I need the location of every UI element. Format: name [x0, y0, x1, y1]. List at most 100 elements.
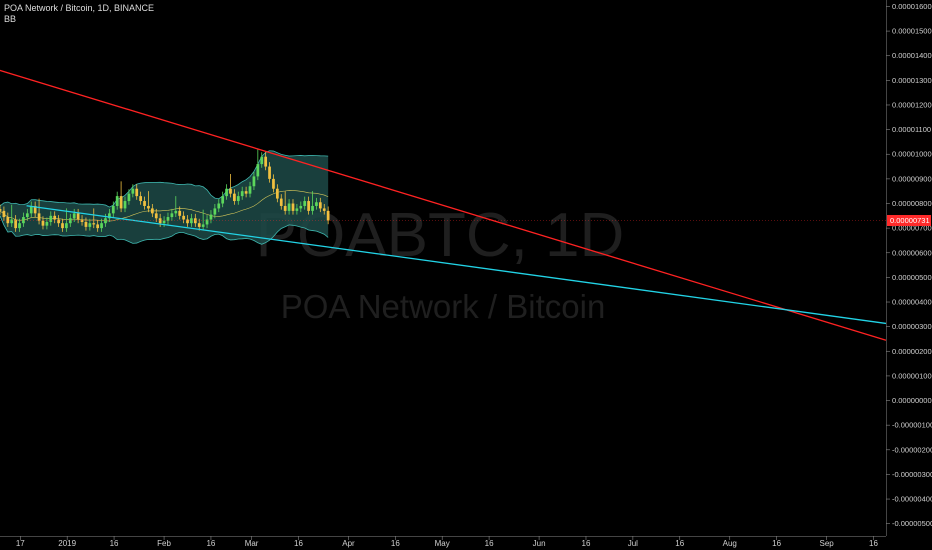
candle-body	[72, 213, 76, 219]
candle-body	[287, 203, 291, 211]
candle-body	[205, 219, 209, 225]
x-tick-label: 16	[391, 539, 400, 548]
price-axis-border	[886, 0, 887, 536]
x-tick-label: Jun	[533, 539, 546, 548]
candle-body	[295, 208, 299, 211]
candle-body	[197, 223, 201, 227]
y-tick-label: 0.00001200	[892, 100, 932, 109]
candle-body	[41, 220, 45, 226]
candle-body	[275, 188, 279, 199]
candle-body	[29, 205, 33, 214]
y-tick-label: -0.00000200	[892, 445, 932, 454]
y-tick-label: 0.00001000	[892, 150, 932, 159]
candle-body	[225, 188, 228, 197]
indicator-label[interactable]: BB	[4, 14, 17, 24]
candle-body	[76, 213, 80, 220]
y-tick-label: 0.00000400	[892, 298, 932, 307]
candle-body	[88, 223, 92, 227]
x-tick-label: 16	[485, 539, 494, 548]
y-tick-label: 0.00000500	[892, 273, 932, 282]
x-tick-label: Jul	[628, 539, 638, 548]
time-axis-border	[0, 536, 886, 537]
candle-body	[221, 196, 225, 204]
symbol-title[interactable]: POA Network / Bitcoin, 1D, BINANCE	[4, 3, 155, 13]
candle-body	[299, 205, 303, 209]
candle-body	[315, 202, 318, 206]
candle-body	[229, 188, 232, 194]
x-tick-label: Mar	[245, 539, 259, 548]
bb-lower-line	[0, 215, 329, 245]
candle-body	[61, 223, 64, 229]
candle-body	[139, 196, 143, 202]
y-tick-label: -0.00000500	[892, 519, 932, 528]
x-tick-label: May	[435, 539, 450, 548]
last-price-value: 0.00000731	[890, 216, 930, 225]
candle-body	[150, 208, 154, 214]
x-tick-label: 17	[16, 539, 25, 548]
candle-body	[123, 201, 127, 209]
bb-upper-line	[0, 150, 329, 208]
candle-body	[256, 164, 260, 177]
candle-body	[318, 202, 322, 209]
x-tick-label: 16	[110, 539, 119, 548]
candle-body	[57, 219, 60, 224]
x-tick-label: Aug	[723, 539, 737, 548]
candle-body	[311, 205, 314, 211]
candle-body	[268, 166, 271, 179]
candle-body	[14, 219, 17, 229]
y-tick-label: 0.00000700	[892, 224, 932, 233]
candle-body	[18, 223, 21, 229]
candle-body	[10, 219, 14, 224]
candle-body	[119, 196, 123, 209]
candle-body	[2, 210, 6, 218]
candle-body	[264, 156, 268, 167]
candle-body	[22, 217, 25, 224]
candle-body	[6, 217, 10, 224]
candle-body	[182, 215, 185, 220]
resistance-trendline	[0, 69, 887, 341]
x-tick-label: 16	[675, 539, 684, 548]
y-tick-label: 0.00000100	[892, 371, 932, 380]
candle-body	[111, 205, 115, 214]
trendlines[interactable]	[0, 61, 887, 341]
candle-body	[244, 191, 248, 194]
candle-body	[283, 205, 287, 211]
candle-body	[45, 221, 49, 226]
y-tick-label: 0.00000800	[892, 199, 932, 208]
candle-body	[0, 208, 2, 211]
x-tick-label: 2019	[58, 539, 76, 548]
candle-body	[92, 223, 96, 225]
x-tick-label: Feb	[157, 539, 171, 548]
candle-body	[108, 213, 111, 219]
y-tick-label: 0.00000900	[892, 174, 932, 183]
candle-body	[190, 218, 193, 224]
candle-body	[217, 203, 221, 209]
candle-body	[201, 224, 205, 227]
y-tick-label: 0.00001100	[892, 125, 931, 134]
candle-body	[272, 178, 275, 189]
candle-body	[49, 215, 53, 222]
candle-body	[252, 176, 256, 187]
candle-body	[131, 188, 135, 194]
candle-body	[37, 213, 41, 221]
y-tick-label: 0.00000000	[892, 396, 932, 405]
y-tick-label: 0.00000200	[892, 347, 932, 356]
candle-body	[236, 196, 240, 202]
y-tick-label: 0.00001400	[892, 51, 932, 60]
candle-body	[80, 219, 84, 222]
candle-body	[158, 218, 162, 224]
y-tick-label: -0.00000100	[892, 421, 932, 430]
bollinger-bands	[0, 150, 329, 245]
candle-body	[209, 214, 213, 220]
candle-body	[213, 208, 217, 215]
candle-body	[166, 217, 170, 221]
candle-body	[147, 205, 150, 209]
y-tick-label: 0.00000300	[892, 322, 932, 331]
y-tick-label: 0.00001300	[892, 76, 932, 85]
time-axis[interactable]: 17 2019 16 Feb 16 Mar 16 Apr 16 May 16 Jun 16 Jul 16 Au…	[16, 536, 879, 548]
candle-body	[307, 201, 310, 211]
x-tick-label: 16	[206, 539, 215, 548]
x-tick-label: 16	[869, 539, 878, 548]
price-axis[interactable]: 0.00001600 0.00001500 0.00001400 0.00001300…	[886, 2, 932, 528]
